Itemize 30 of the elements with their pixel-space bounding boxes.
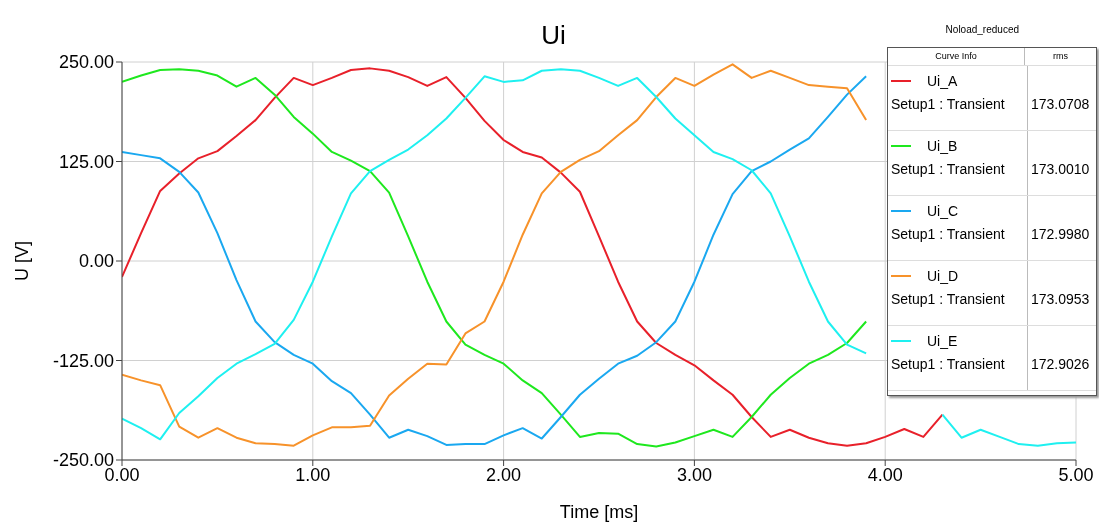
y-axis-title: U [V] <box>12 240 33 282</box>
chart-title: Ui <box>541 20 566 50</box>
y-tick-label: 250.00 <box>58 52 114 73</box>
x-tick-label: 5.00 <box>1058 464 1094 485</box>
y-tick-label: 0.00 <box>78 251 114 272</box>
y-tick-label: 125.00 <box>58 151 114 172</box>
text: Curve Info <box>935 51 977 61</box>
y-tick-label: -125.00 <box>52 350 114 371</box>
legend-label: Ui_E <box>927 333 958 349</box>
annotation: 173.0708 <box>1030 95 1091 114</box>
annotation: Setup1 : Transient <box>891 161 1006 177</box>
legend-label: Ui_A <box>927 73 958 89</box>
annotation: 172.9026 <box>1030 355 1091 374</box>
legend-label: Ui_B <box>927 138 958 154</box>
annotation: Setup1 : Transient <box>891 226 1006 242</box>
x-tick-label: 4.00 <box>867 464 903 485</box>
annotation: Setup1 : Transient <box>891 291 1006 307</box>
text: rms <box>1053 51 1068 61</box>
text: Noload_reduced <box>945 24 1019 35</box>
x-axis-title: Time [ms] <box>559 502 639 522</box>
x-tick-label: 3.00 <box>676 464 712 485</box>
x-tick-label: 2.00 <box>486 464 522 485</box>
x-tick-label: 1.00 <box>295 464 331 485</box>
annotation: Setup1 : Transient <box>891 96 1006 112</box>
annotation: 173.0953 <box>1030 290 1091 309</box>
legend-label: Ui_C <box>927 203 959 219</box>
annotation: 172.9980 <box>1030 225 1091 244</box>
annotation: Setup1 : Transient <box>891 356 1006 372</box>
legend-label: Ui_D <box>927 268 959 284</box>
annotation: 173.0010 <box>1030 160 1091 179</box>
